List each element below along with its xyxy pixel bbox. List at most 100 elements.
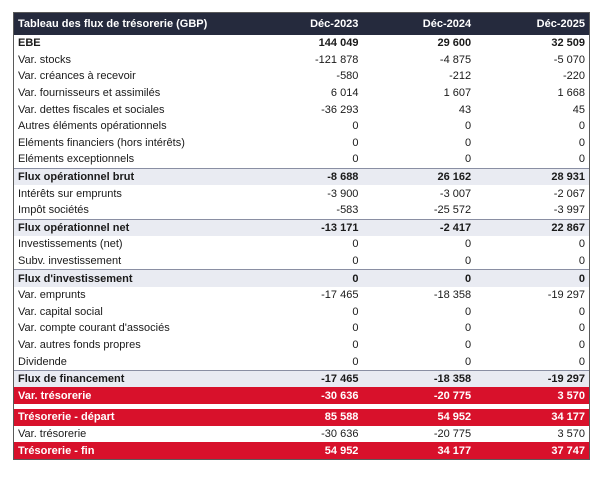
cell-dec-2024: 0 xyxy=(465,355,472,368)
cell-dec-2025: 45 xyxy=(572,103,585,116)
cell-dec-2025: 0 xyxy=(475,269,589,287)
cell-dec-2024: 0 xyxy=(465,338,472,351)
cell-dec-2025: -2 067 xyxy=(553,187,585,200)
row-label: Var. trésorerie xyxy=(18,427,87,440)
cell-dec-2025: 0 xyxy=(578,322,585,335)
row-label: Subv. investissement xyxy=(18,255,122,268)
cell-dec-2023: -36 293 xyxy=(321,103,359,116)
row-label: Trésorerie - fin xyxy=(14,442,250,459)
row-label: Intérêts sur emprunts xyxy=(18,187,122,200)
row-label: Var. autres fonds propres xyxy=(18,338,141,351)
row-label: Autres éléments opérationnels xyxy=(18,120,167,133)
cell-dec-2023: -30 636 xyxy=(249,387,363,405)
cell-dec-2025: 0 xyxy=(578,355,585,368)
cell-dec-2024: 34 177 xyxy=(362,442,476,459)
cell-dec-2025: 37 747 xyxy=(475,442,589,459)
cell-dec-2025: 0 xyxy=(578,238,585,251)
cash-flow-table-container: Tableau des flux de trésorerie (GBP) Déc… xyxy=(13,12,590,460)
row-var-emprunts: Var. emprunts -17 465 -18 358 -19 297 xyxy=(14,287,589,304)
cell-dec-2024: -3 007 xyxy=(439,187,472,200)
cell-dec-2023: -8 688 xyxy=(249,167,363,186)
row-label: Flux de financement xyxy=(14,369,250,388)
cell-dec-2025: 28 931 xyxy=(475,167,589,186)
row-label: Investissements (net) xyxy=(18,238,123,251)
row-label: EBE xyxy=(18,37,41,50)
cell-dec-2023: 0 xyxy=(249,269,363,287)
row-label: Eléments exceptionnels xyxy=(18,153,135,166)
row-label: Trésorerie - départ xyxy=(14,409,250,426)
cell-dec-2024: 0 xyxy=(465,153,472,166)
row-tresorerie-fin: Trésorerie - fin 54 952 34 177 37 747 xyxy=(14,442,589,459)
row-spacer xyxy=(14,404,589,410)
row-var-creances: Var. créances à recevoir -580 -212 -220 xyxy=(14,68,589,85)
cell-dec-2024: -2 417 xyxy=(362,218,476,237)
row-impot-societes: Impôt sociétés -583 -25 572 -3 997 xyxy=(14,202,589,219)
cell-dec-2024: 0 xyxy=(465,305,472,318)
cell-dec-2023: 6 014 xyxy=(330,87,359,100)
cell-dec-2025: 0 xyxy=(578,338,585,351)
row-elements-exceptionnels: Eléments exceptionnels 0 0 0 xyxy=(14,151,589,168)
row-label: Flux opérationnel net xyxy=(14,218,250,237)
row-autres-elements: Autres éléments opérationnels 0 0 0 xyxy=(14,118,589,135)
cell-dec-2023: 0 xyxy=(352,338,359,351)
row-label: Var. stocks xyxy=(18,53,71,66)
row-label: Eléments financiers (hors intérêts) xyxy=(18,136,185,149)
cell-dec-2024: 54 952 xyxy=(362,409,476,426)
cell-dec-2023: -121 878 xyxy=(315,53,359,66)
table-title: Tableau des flux de trésorerie (GBP) xyxy=(14,13,250,35)
row-label: Var. fournisseurs et assimilés xyxy=(18,87,161,100)
cell-dec-2025: 34 177 xyxy=(475,409,589,426)
cell-dec-2025: -19 297 xyxy=(547,289,585,302)
cell-dec-2024: 0 xyxy=(465,255,472,268)
row-label: Var. compte courant d'associés xyxy=(18,322,170,335)
cell-dec-2024: -20 775 xyxy=(362,387,476,405)
row-elements-financiers: Eléments financiers (hors intérêts) 0 0 … xyxy=(14,135,589,152)
cell-dec-2023: 0 xyxy=(352,255,359,268)
cell-dec-2024: 43 xyxy=(458,103,472,116)
row-var-tresorerie: Var. trésorerie -30 636 -20 775 3 570 xyxy=(14,426,589,443)
row-label: Var. emprunts xyxy=(18,289,86,302)
row-label: Var. créances à recevoir xyxy=(18,70,136,83)
cell-dec-2024: 29 600 xyxy=(437,37,472,50)
cell-dec-2025: 0 xyxy=(578,153,585,166)
row-investissements-net: Investissements (net) 0 0 0 xyxy=(14,236,589,253)
cell-dec-2025: -19 297 xyxy=(475,369,589,388)
cell-dec-2023: 144 049 xyxy=(318,37,359,50)
cell-dec-2025: -220 xyxy=(562,70,585,83)
cell-dec-2023: 0 xyxy=(352,120,359,133)
cell-dec-2024: -4 875 xyxy=(439,53,472,66)
cell-dec-2024: 0 xyxy=(465,136,472,149)
cell-dec-2023: 0 xyxy=(352,238,359,251)
spacer-cell xyxy=(14,404,589,410)
cell-dec-2024: -20 775 xyxy=(433,427,472,440)
cell-dec-2025: 22 867 xyxy=(475,218,589,237)
row-label: Flux d'investissement xyxy=(14,269,250,287)
cell-dec-2025: -5 070 xyxy=(553,53,585,66)
row-tresorerie-depart: Trésorerie - départ 85 588 54 952 34 177 xyxy=(14,409,589,426)
cell-dec-2023: -17 465 xyxy=(321,289,359,302)
cell-dec-2025: 1 668 xyxy=(557,87,585,100)
cell-dec-2024: -18 358 xyxy=(433,289,472,302)
row-interets-emprunts: Intérêts sur emprunts -3 900 -3 007 -2 0… xyxy=(14,185,589,202)
row-var-autres-fonds: Var. autres fonds propres 0 0 0 xyxy=(14,337,589,354)
cell-dec-2024: 1 607 xyxy=(443,87,472,100)
column-header-dec-2024: Déc-2024 xyxy=(362,13,476,35)
cell-dec-2024: -212 xyxy=(449,70,472,83)
cell-dec-2025: 0 xyxy=(578,136,585,149)
row-label: Impôt sociétés xyxy=(18,204,89,217)
cell-dec-2023: 0 xyxy=(352,305,359,318)
cell-dec-2025: 0 xyxy=(578,120,585,133)
row-var-dettes: Var. dettes fiscales et sociales -36 293… xyxy=(14,101,589,118)
column-header-dec-2023: Déc-2023 xyxy=(249,13,363,35)
cell-dec-2025: 0 xyxy=(578,305,585,318)
row-var-fournisseurs: Var. fournisseurs et assimilés 6 014 1 6… xyxy=(14,85,589,102)
cell-dec-2023: 0 xyxy=(352,322,359,335)
cell-dec-2025: -3 997 xyxy=(553,204,585,217)
cell-dec-2023: -583 xyxy=(336,204,359,217)
cell-dec-2025: 0 xyxy=(578,255,585,268)
cell-dec-2024: -18 358 xyxy=(362,369,476,388)
cell-dec-2023: 0 xyxy=(352,153,359,166)
row-subv-investissement: Subv. investissement 0 0 0 xyxy=(14,253,589,270)
cell-dec-2024: 0 xyxy=(465,322,472,335)
cell-dec-2023: 54 952 xyxy=(249,442,363,459)
